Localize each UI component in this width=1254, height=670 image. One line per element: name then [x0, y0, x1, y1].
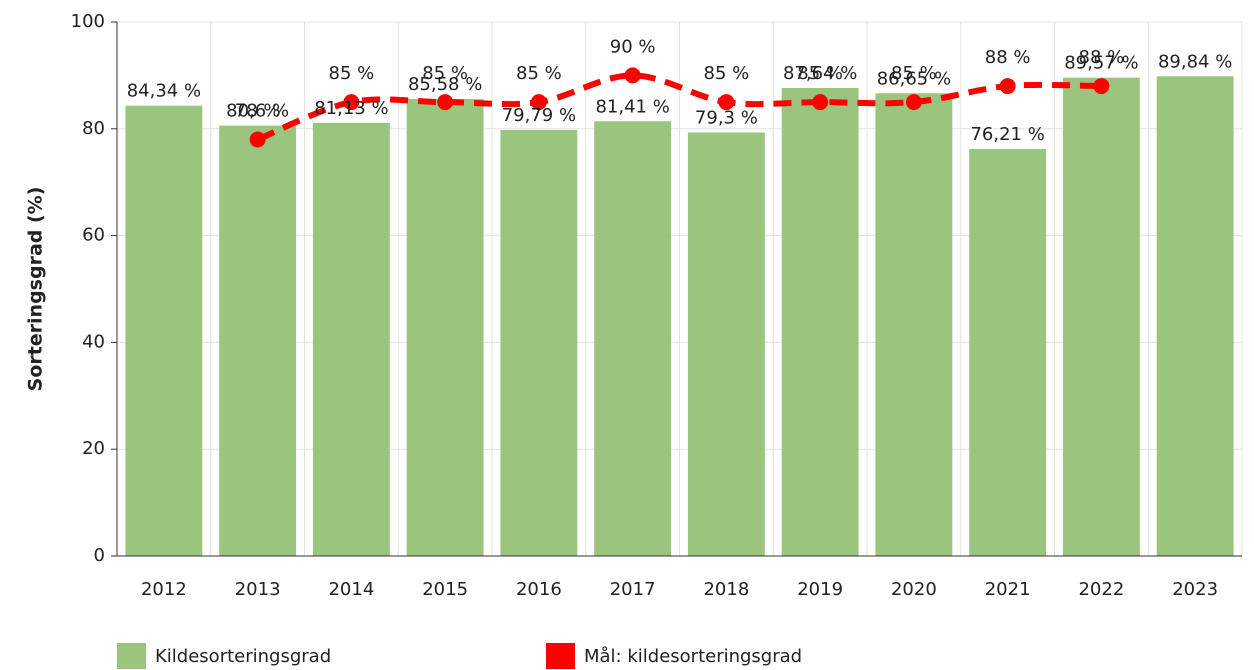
target-marker — [812, 94, 829, 111]
y-tick-label: 60 — [82, 225, 105, 246]
x-tick-label: 2014 — [328, 579, 374, 600]
y-tick-label: 100 — [71, 11, 105, 32]
target-marker — [999, 78, 1016, 95]
bar — [1062, 77, 1140, 556]
x-tick-label: 2020 — [891, 579, 937, 600]
x-tick-label: 2012 — [141, 579, 187, 600]
bar — [219, 125, 297, 556]
legend-label: Kildesorteringsgrad — [155, 646, 331, 667]
data-label: 85,58 % — [408, 74, 482, 95]
data-label: 81,13 % — [314, 98, 388, 119]
bar — [125, 105, 203, 557]
bar — [969, 149, 1047, 556]
data-label: 88 % — [1079, 47, 1125, 68]
x-tick-label: 2015 — [422, 579, 468, 600]
data-label: 85 % — [329, 63, 375, 84]
target-marker — [343, 94, 360, 111]
data-label: 85 % — [704, 63, 750, 84]
data-label: 85 % — [797, 63, 843, 84]
y-axis-label: Sorteringsgrad (%) — [25, 187, 47, 392]
bar — [781, 88, 859, 556]
x-tick-label: 2023 — [1172, 579, 1218, 600]
target-marker — [624, 67, 641, 84]
target-line — [256, 72, 1102, 143]
target-marker — [530, 94, 547, 111]
bar — [1156, 76, 1234, 557]
bar — [875, 93, 953, 556]
bar — [312, 122, 390, 556]
data-label: 84,34 % — [127, 81, 201, 102]
x-tick-label: 2013 — [235, 579, 281, 600]
legend-swatch — [117, 643, 146, 669]
data-label: 81,41 % — [595, 96, 669, 117]
data-label: 85 % — [891, 63, 937, 84]
data-label: 90 % — [610, 36, 656, 57]
data-label: 79,79 % — [502, 105, 576, 126]
x-tick-label: 2016 — [516, 579, 562, 600]
target-marker — [437, 94, 454, 111]
data-label: 86,65 % — [877, 68, 951, 89]
y-tick-label: 0 — [94, 545, 105, 566]
legend-label: Mål: kildesorteringsgrad — [584, 646, 802, 667]
data-label: 76,21 % — [970, 124, 1044, 145]
bar — [687, 132, 765, 556]
legend-swatch — [546, 643, 575, 669]
data-label: 88 % — [985, 47, 1031, 68]
bar — [500, 129, 578, 557]
data-label: 80,6 % — [226, 101, 289, 122]
y-tick-label: 40 — [82, 331, 105, 352]
data-label: 85 % — [516, 63, 562, 84]
x-tick-label: 2018 — [703, 579, 749, 600]
bar — [594, 121, 672, 556]
target-marker — [249, 131, 266, 148]
x-tick-label: 2019 — [797, 579, 843, 600]
y-tick-label: 80 — [82, 118, 105, 139]
data-label: 79,3 % — [695, 108, 758, 129]
data-label: 78 % — [235, 100, 281, 121]
data-label: 89,84 % — [1158, 51, 1232, 72]
data-label: 85 % — [422, 63, 468, 84]
x-tick-label: 2022 — [1078, 579, 1124, 600]
data-label: 87,64 % — [783, 63, 857, 84]
target-marker — [718, 94, 735, 111]
bar — [406, 99, 484, 556]
x-tick-label: 2021 — [985, 579, 1031, 600]
data-label: 89,57 % — [1064, 53, 1138, 74]
target-marker — [1093, 78, 1110, 95]
x-tick-label: 2017 — [610, 579, 656, 600]
y-tick-label: 20 — [82, 438, 105, 459]
target-marker — [905, 94, 922, 111]
